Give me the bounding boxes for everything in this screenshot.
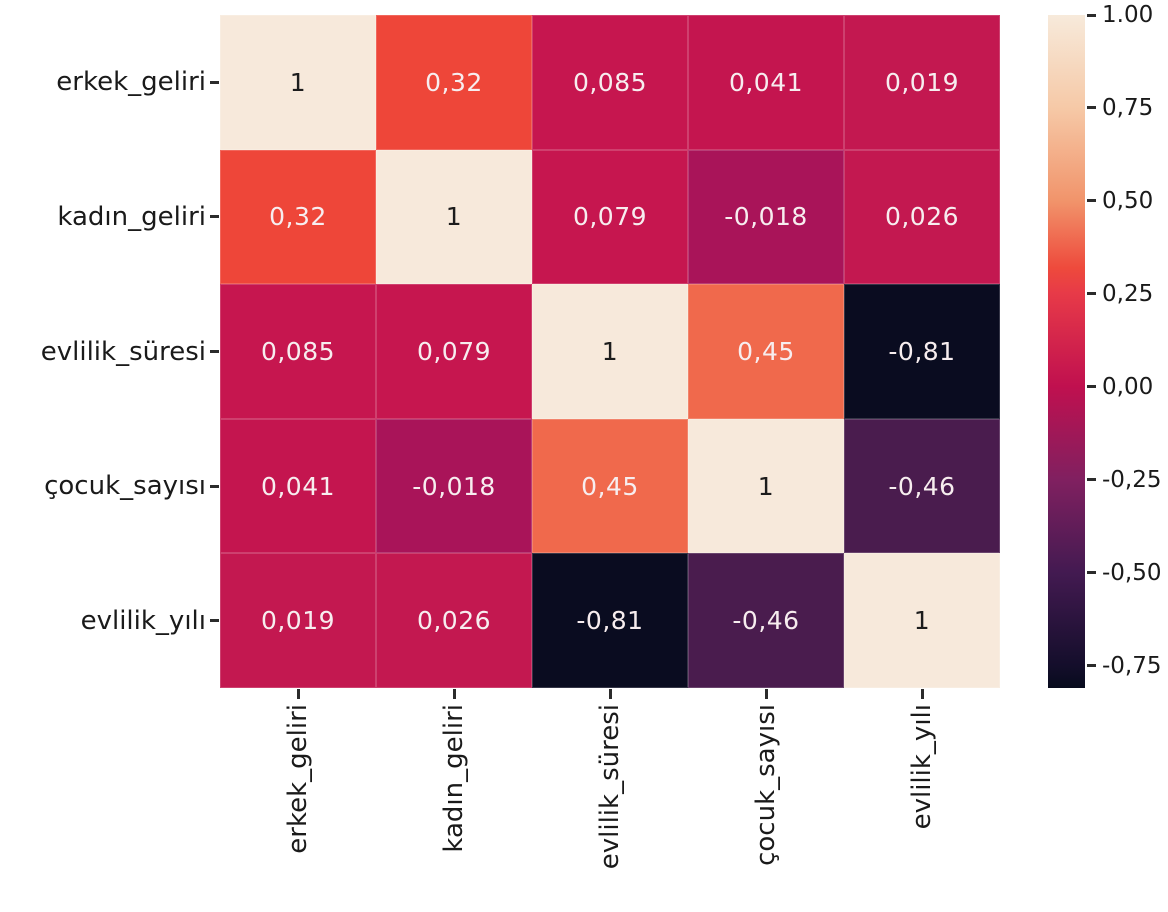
- heatmap-cell-çocuk_sayısı-evlilik_yılı: -0,46: [844, 418, 1000, 554]
- colorbar-tick-label: -0,50: [1102, 559, 1162, 586]
- heatmap-cell-kadın_geliri-evlilik_yılı: 0,026: [844, 149, 1000, 285]
- heatmap-cell-evlilik_yılı-kadın_geliri: 0,026: [376, 553, 532, 688]
- heatmap-grid: 1 0,32 0,085 0,041 0,019 0,32 1 0,079 -0,018 0,02…: [220, 15, 1000, 688]
- heatmap-cell-çocuk_sayısı-evlilik_süresi: 0,45: [532, 418, 688, 554]
- x-axis-label-erkek_geliri: erkek_geliri: [283, 704, 313, 854]
- y-axis-tick: [210, 619, 219, 623]
- x-axis-label-evlilik_süresi: evlilik_süresi: [595, 704, 625, 870]
- colorbar-tick-label: 0,00: [1102, 373, 1154, 400]
- colorbar-tick-label: 0,25: [1102, 280, 1154, 307]
- colorbar-tick-label: -0,25: [1102, 466, 1162, 493]
- heatmap-cell-evlilik_yılı-evlilik_süresi: -0,81: [532, 553, 688, 688]
- heatmap-cell-evlilik_yılı-evlilik_yılı: 1: [844, 553, 1000, 688]
- heatmap-cell-evlilik_yılı-erkek_geliri: 0,019: [220, 553, 376, 688]
- x-axis-tick: [608, 689, 612, 699]
- x-axis-label-çocuk_sayısı: çocuk_sayısı: [751, 704, 781, 866]
- colorbar-tick: [1087, 571, 1096, 575]
- y-axis-tick: [210, 484, 219, 488]
- colorbar-tick: [1087, 664, 1096, 668]
- y-axis-tick: [210, 80, 219, 84]
- heatmap-cell-çocuk_sayısı-erkek_geliri: 0,041: [220, 418, 376, 554]
- y-axis-label-evlilik_süresi: evlilik_süresi: [40, 336, 206, 367]
- heatmap-cell-erkek_geliri-çocuk_sayısı: 0,041: [688, 15, 844, 150]
- y-axis-label-kadın_geliri: kadın_geliri: [57, 201, 206, 232]
- heatmap-cell-evlilik_yılı-çocuk_sayısı: -0,46: [688, 553, 844, 688]
- colorbar-tick: [1087, 13, 1096, 17]
- colorbar-tick: [1087, 106, 1096, 110]
- heatmap-cell-erkek_geliri-kadın_geliri: 0,32: [376, 15, 532, 150]
- x-axis-tick: [920, 689, 924, 699]
- y-axis-tick: [210, 350, 219, 353]
- x-axis-tick: [452, 689, 456, 699]
- y-axis-tick: [210, 215, 219, 219]
- heatmap-cell-evlilik_süresi-çocuk_sayısı: 0,45: [688, 284, 844, 419]
- heatmap-cell-kadın_geliri-kadın_geliri: 1: [376, 149, 532, 285]
- colorbar-tick: [1087, 292, 1096, 296]
- x-axis-label-evlilik_yılı: evlilik_yılı: [907, 704, 937, 830]
- y-axis-label-erkek_geliri: erkek_geliri: [56, 67, 206, 98]
- heatmap-cell-çocuk_sayısı-çocuk_sayısı: 1: [688, 418, 844, 554]
- x-axis-tick: [296, 689, 300, 699]
- heatmap-cell-evlilik_süresi-evlilik_süresi: 1: [532, 284, 688, 419]
- colorbar-tick: [1087, 385, 1096, 389]
- colorbar-tick: [1087, 478, 1096, 482]
- heatmap-cell-kadın_geliri-evlilik_süresi: 0,079: [532, 149, 688, 285]
- colorbar-gradient: [1048, 15, 1085, 688]
- heatmap-cell-kadın_geliri-çocuk_sayısı: -0,018: [688, 149, 844, 285]
- heatmap-cell-erkek_geliri-evlilik_süresi: 0,085: [532, 15, 688, 150]
- colorbar-tick-label: -0,75: [1102, 652, 1162, 679]
- colorbar-tick-label: 1.00: [1102, 2, 1154, 28]
- heatmap-cell-evlilik_süresi-kadın_geliri: 0,079: [376, 284, 532, 419]
- heatmap-cell-erkek_geliri-evlilik_yılı: 0,019: [844, 15, 1000, 150]
- heatmap-cell-evlilik_süresi-evlilik_yılı: -0,81: [844, 284, 1000, 419]
- y-axis-label-evlilik_yılı: evlilik_yılı: [80, 605, 206, 636]
- heatmap-cell-evlilik_süresi-erkek_geliri: 0,085: [220, 284, 376, 419]
- colorbar-tick-label: 0,75: [1102, 94, 1154, 121]
- heatmap-cell-çocuk_sayısı-kadın_geliri: -0,018: [376, 418, 532, 554]
- y-axis-label-çocuk_sayısı: çocuk_sayısı: [44, 471, 206, 502]
- x-axis-tick: [764, 689, 768, 699]
- colorbar-tick: [1087, 199, 1096, 203]
- colorbar-tick-label: 0,50: [1102, 187, 1154, 214]
- heatmap-cell-kadın_geliri-erkek_geliri: 0,32: [220, 149, 376, 285]
- x-axis-label-kadın_geliri: kadın_geliri: [439, 704, 469, 853]
- heatmap-cell-erkek_geliri-erkek_geliri: 1: [220, 15, 376, 150]
